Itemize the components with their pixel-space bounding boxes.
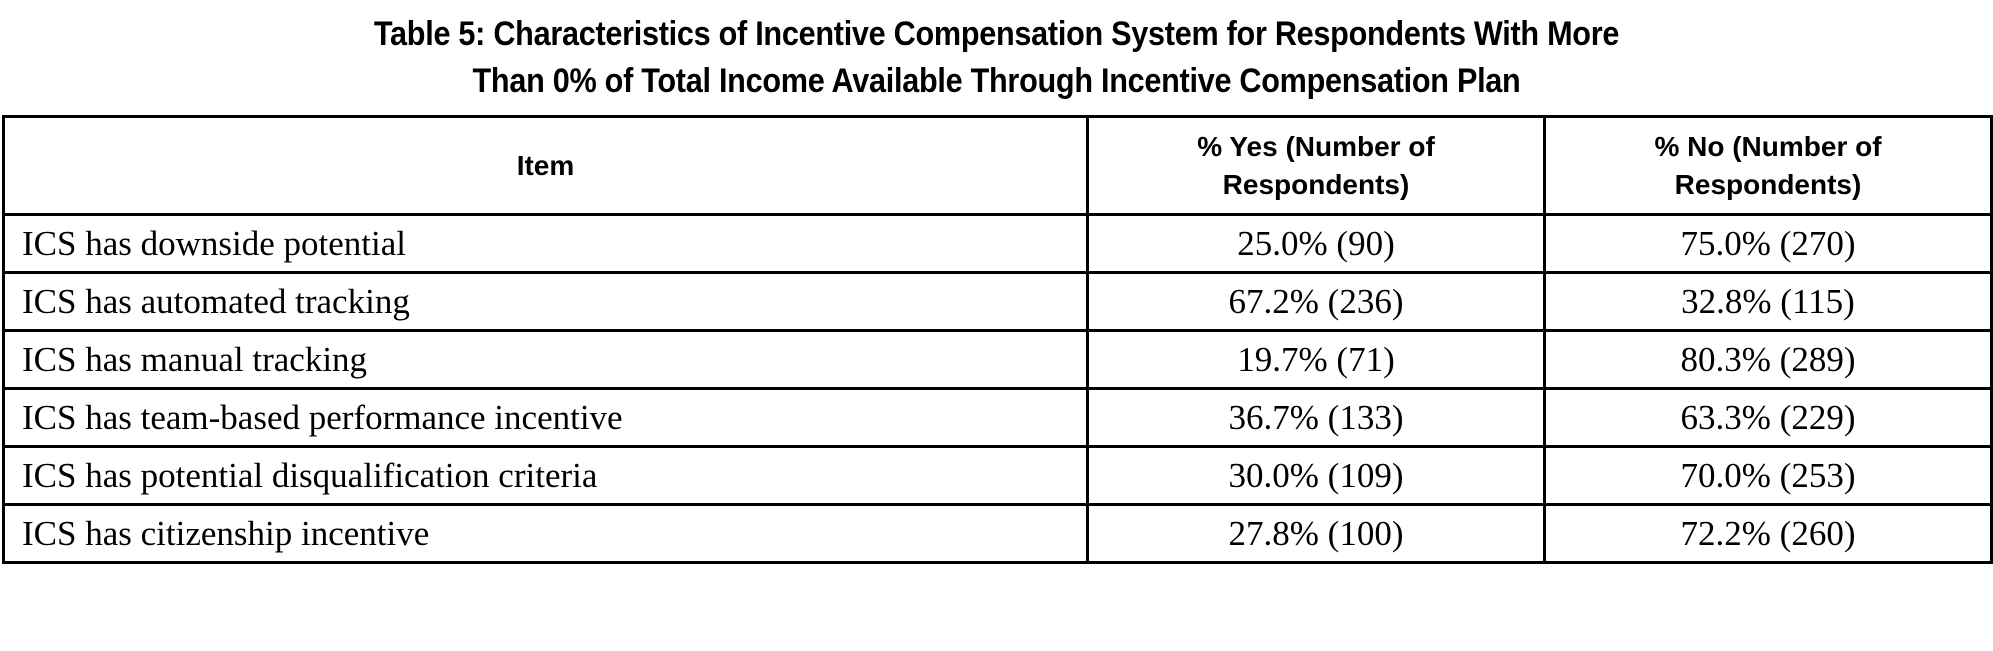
characteristics-table: Item % Yes (Number of Respondents) % No … [2,115,1993,564]
table-row: ICS has team-based performance incentive… [2,387,1993,448]
yes-cell: 19.7% (71) [1086,329,1546,390]
table-row: ICS has potential disqualification crite… [2,445,1993,506]
no-cell: 63.3% (229) [1543,387,1993,448]
yes-cell: 25.0% (90) [1086,213,1546,274]
table-row: ICS has downside potential 25.0% (90) 75… [2,213,1993,274]
column-header-yes: % Yes (Number of Respondents) [1086,115,1546,216]
item-cell: ICS has potential disqualification crite… [2,445,1089,506]
yes-cell: 30.0% (109) [1086,445,1546,506]
item-cell: ICS has manual tracking [2,329,1089,390]
no-cell: 70.0% (253) [1543,445,1993,506]
item-cell: ICS has team-based performance incentive [2,387,1089,448]
table-title-line1: Table 5: Characteristics of Incentive Co… [373,15,1620,53]
table-title: Table 5: Characteristics of Incentive Co… [0,0,1993,105]
table-row: ICS has manual tracking 19.7% (71) 80.3%… [2,329,1993,390]
no-cell: 80.3% (289) [1543,329,1993,390]
no-cell: 32.8% (115) [1543,271,1993,332]
item-cell: ICS has downside potential [2,213,1089,274]
column-header-no: % No (Number of Respondents) [1543,115,1993,216]
yes-cell: 27.8% (100) [1086,503,1546,564]
yes-cell: 67.2% (236) [1086,271,1546,332]
table-row: ICS has citizenship incentive 27.8% (100… [2,503,1993,564]
item-cell: ICS has citizenship incentive [2,503,1089,564]
table-row: ICS has automated tracking 67.2% (236) 3… [2,271,1993,332]
no-cell: 72.2% (260) [1543,503,1993,564]
header-row: Item % Yes (Number of Respondents) % No … [2,115,1993,216]
no-cell: 75.0% (270) [1543,213,1993,274]
column-header-item: Item [2,115,1089,216]
table-title-line2: Than 0% of Total Income Available Throug… [472,62,1521,100]
yes-cell: 36.7% (133) [1086,387,1546,448]
item-cell: ICS has automated tracking [2,271,1089,332]
